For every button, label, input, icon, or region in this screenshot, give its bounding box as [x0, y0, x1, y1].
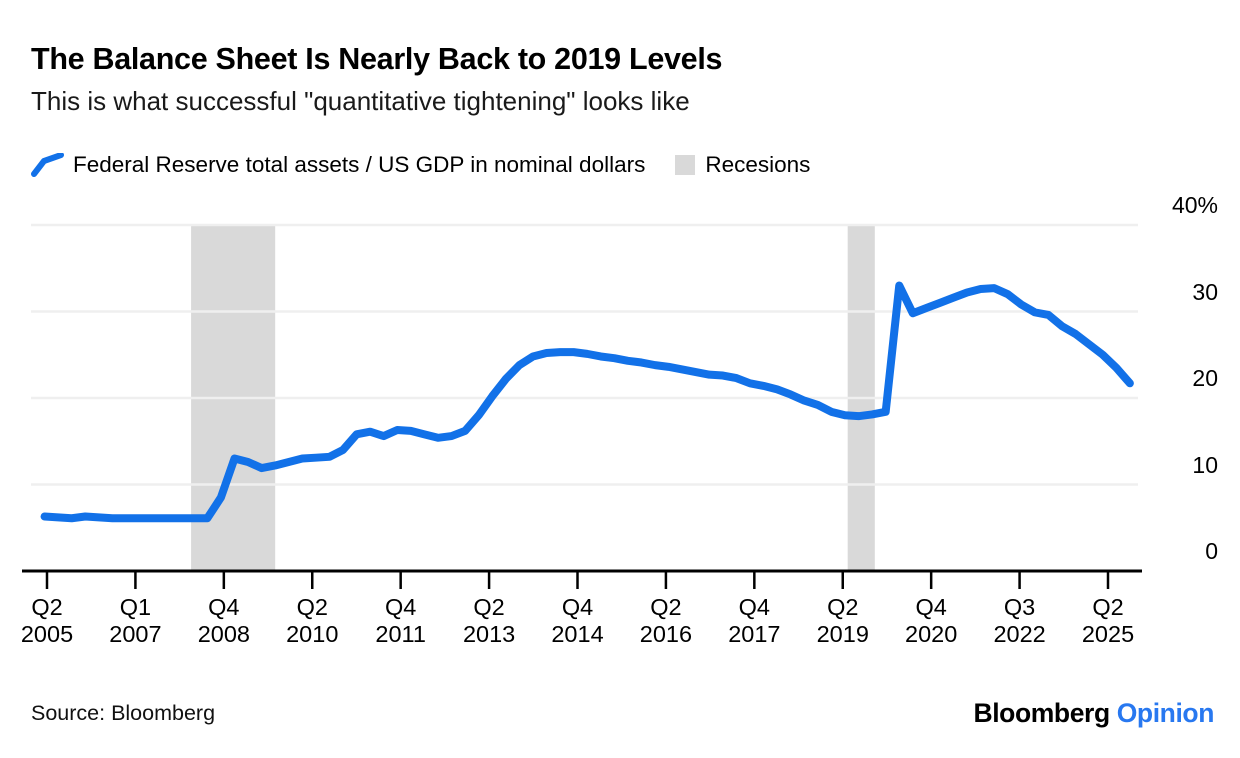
x-axis-label: Q2 2013 — [463, 594, 515, 648]
x-axis-label: Q2 2019 — [817, 594, 869, 648]
x-axis-label: Q4 2014 — [551, 594, 603, 648]
x-axis-label-year: 2007 — [109, 621, 162, 647]
x-axis-label: Q2 2010 — [286, 594, 338, 648]
y-axis-label: 10 — [1192, 451, 1218, 478]
x-axis-label-quarter: Q4 — [738, 594, 770, 620]
x-axis-label: Q4 2017 — [728, 594, 780, 648]
x-axis-label: Q1 2007 — [109, 594, 161, 648]
x-axis-label-year: 2010 — [286, 621, 339, 647]
x-axis-label-quarter: Q2 — [473, 594, 505, 620]
x-axis-label: Q3 2022 — [993, 594, 1045, 648]
x-axis-label: Q2 2005 — [21, 594, 73, 648]
legend-label-recession: Recesions — [705, 152, 811, 177]
x-axis-label-quarter: Q4 — [208, 594, 240, 620]
page-title: The Balance Sheet Is Nearly Back to 2019… — [31, 42, 723, 76]
legend-label-series: Federal Reserve total assets / US GDP in… — [73, 152, 646, 177]
line-swatch-icon — [31, 153, 65, 177]
x-axis-label-year: 2016 — [639, 621, 693, 647]
x-axis-label: Q4 2020 — [905, 594, 957, 648]
x-axis-label-year: 2014 — [551, 621, 604, 647]
y-axis-label: 20 — [1192, 365, 1218, 391]
x-axis-label-quarter: Q3 — [1003, 594, 1036, 620]
y-axis-label: 30 — [1192, 278, 1218, 305]
x-axis-label-quarter: Q4 — [915, 594, 947, 620]
bloomberg-opinion-logo: Bloomberg Opinion — [973, 698, 1214, 729]
y-axis-label: 40% — [1171, 192, 1218, 218]
recession-swatch-icon — [675, 155, 696, 175]
x-axis-label: Q2 2016 — [640, 594, 692, 648]
legend-item-recession: Recesions — [675, 152, 810, 178]
brand-bloomberg: Bloomberg — [973, 698, 1110, 728]
page-subtitle: This is what successful "quantitative ti… — [31, 86, 690, 116]
x-axis-label-year: 2017 — [728, 621, 781, 647]
series-line — [40, 281, 1134, 523]
brand-opinion: Opinion — [1116, 698, 1215, 728]
x-axis-label: Q4 2008 — [198, 594, 250, 648]
source-note: Source: Bloomberg — [31, 701, 216, 725]
x-axis-label-year: 2025 — [1081, 621, 1135, 647]
x-axis-label-year: 2019 — [816, 621, 869, 647]
x-axis-label-year: 2020 — [905, 621, 958, 647]
x-axis-label-quarter: Q2 — [827, 594, 859, 620]
x-axis-label-quarter: Q2 — [31, 594, 63, 620]
x-axis-label-year: 2013 — [462, 621, 516, 647]
x-axis-label-quarter: Q1 — [119, 594, 152, 620]
x-axis-label-quarter: Q2 — [296, 594, 328, 620]
x-axis-label-quarter: Q4 — [384, 594, 417, 620]
chart-legend: Federal Reserve total assets / US GDP in… — [31, 148, 810, 182]
gridlines — [31, 223, 1138, 486]
x-axis-label-quarter: Q2 — [650, 594, 682, 620]
recession-bands — [191, 225, 875, 571]
y-axis-label: 0 — [1205, 538, 1218, 564]
x-axis-label-year: 2008 — [197, 621, 250, 647]
x-axis-ticks — [45, 571, 1110, 589]
x-axis-label-year: 2022 — [993, 621, 1046, 647]
x-axis-label-year: 2005 — [20, 621, 74, 647]
x-axis-label: Q4 2011 — [375, 594, 426, 648]
x-axis-label-quarter: Q4 — [561, 594, 594, 620]
legend-item-series: Federal Reserve total assets / US GDP in… — [31, 152, 645, 178]
x-axis-label-quarter: Q2 — [1092, 594, 1124, 620]
x-axis-label-year: 2011 — [375, 621, 426, 647]
x-axis-label: Q2 2025 — [1082, 594, 1134, 648]
